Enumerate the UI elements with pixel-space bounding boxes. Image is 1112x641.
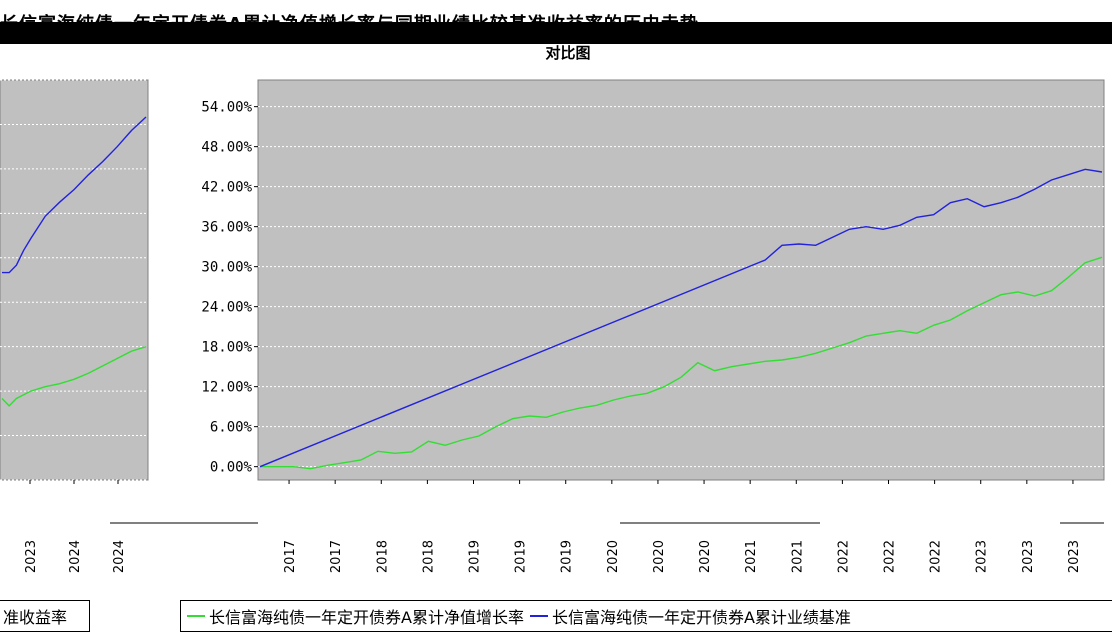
legend-left-fragment: 准收益率 bbox=[0, 600, 90, 632]
x-tick-label: 2024 bbox=[112, 540, 127, 573]
legend: 长信富海纯债一年定开债券A累计净值增长率 长信富海纯债一年定开债券A累计业绩基准 bbox=[180, 600, 1112, 632]
title-band: 长信富海纯债一年定开债券A累计净值增长率与同期业绩比较基准收益率的历史走势 对比… bbox=[0, 0, 1112, 60]
legend-swatch-fund bbox=[187, 615, 205, 617]
x-tick-label: 2024 bbox=[68, 540, 83, 573]
legend-left-label: 准收益率 bbox=[3, 608, 68, 627]
x-tick-label: 2021 bbox=[744, 540, 759, 573]
x-tick-label: 2022 bbox=[883, 540, 898, 573]
legend-label-fund: 长信富海纯债一年定开债券A累计净值增长率 bbox=[209, 608, 524, 627]
plot-area-1 bbox=[257, 79, 1105, 481]
x-tick-label: 2023 bbox=[24, 540, 39, 573]
x-tick-label: 2022 bbox=[836, 540, 851, 573]
y-tick-label: 30.00% bbox=[201, 260, 252, 276]
legend-label-benchmark: 长信富海纯债一年定开债券A累计业绩基准 bbox=[551, 608, 851, 627]
x-tick-label: 2022 bbox=[929, 540, 944, 573]
x-tick-label: 2018 bbox=[375, 540, 390, 573]
series-line-benchmark-0 bbox=[2, 116, 147, 274]
x-tick-label: 2020 bbox=[698, 540, 713, 573]
x-tick-label: 2019 bbox=[468, 540, 483, 573]
y-tick-label: 24.00% bbox=[201, 300, 252, 316]
x-tick-label: 2017 bbox=[283, 540, 298, 573]
x-tick-label: 2020 bbox=[606, 540, 621, 573]
x-tick-label: 2023 bbox=[1021, 540, 1036, 573]
x-tick-label: 2023 bbox=[1067, 540, 1082, 573]
legend-item-fund: 长信富海纯债一年定开债券A累计净值增长率 bbox=[187, 604, 524, 628]
y-tick-label: 18.00% bbox=[201, 340, 252, 356]
chart-subtitle: 对比图 bbox=[545, 44, 591, 60]
x-tick-label: 2017 bbox=[329, 540, 344, 573]
chart: 2023 2024 2024 0.00% 6.00% 12.00% 18.00% 24.00%… bbox=[0, 79, 1105, 573]
y-tick-label: 42.00% bbox=[201, 180, 252, 196]
x-tick-label: 2023 bbox=[975, 540, 990, 573]
x-tick-label: 2019 bbox=[514, 540, 529, 573]
y-tick-label: 36.00% bbox=[201, 220, 252, 236]
series-line-fund-1 bbox=[260, 256, 1103, 470]
plot-area-0 bbox=[0, 79, 149, 481]
x-tick-label: 2019 bbox=[560, 540, 575, 573]
y-tick-label: 6.00% bbox=[210, 420, 253, 436]
title-bar-decoration bbox=[0, 22, 1112, 44]
x-tick-label: 2020 bbox=[652, 540, 667, 573]
y-tick-label: 48.00% bbox=[201, 140, 252, 156]
y-tick-label: 0.00% bbox=[210, 460, 253, 476]
series-line-benchmark-1 bbox=[259, 168, 1103, 468]
y-tick-label: 54.00% bbox=[201, 100, 252, 116]
legend-item-benchmark: 长信富海纯债一年定开债券A累计业绩基准 bbox=[529, 604, 851, 628]
y-tick-label: 12.00% bbox=[201, 380, 252, 396]
x-tick-label: 2021 bbox=[790, 540, 805, 573]
series-line-fund-0 bbox=[1, 346, 147, 407]
x-tick-label: 2018 bbox=[421, 540, 436, 573]
legend-swatch-benchmark bbox=[529, 615, 548, 617]
